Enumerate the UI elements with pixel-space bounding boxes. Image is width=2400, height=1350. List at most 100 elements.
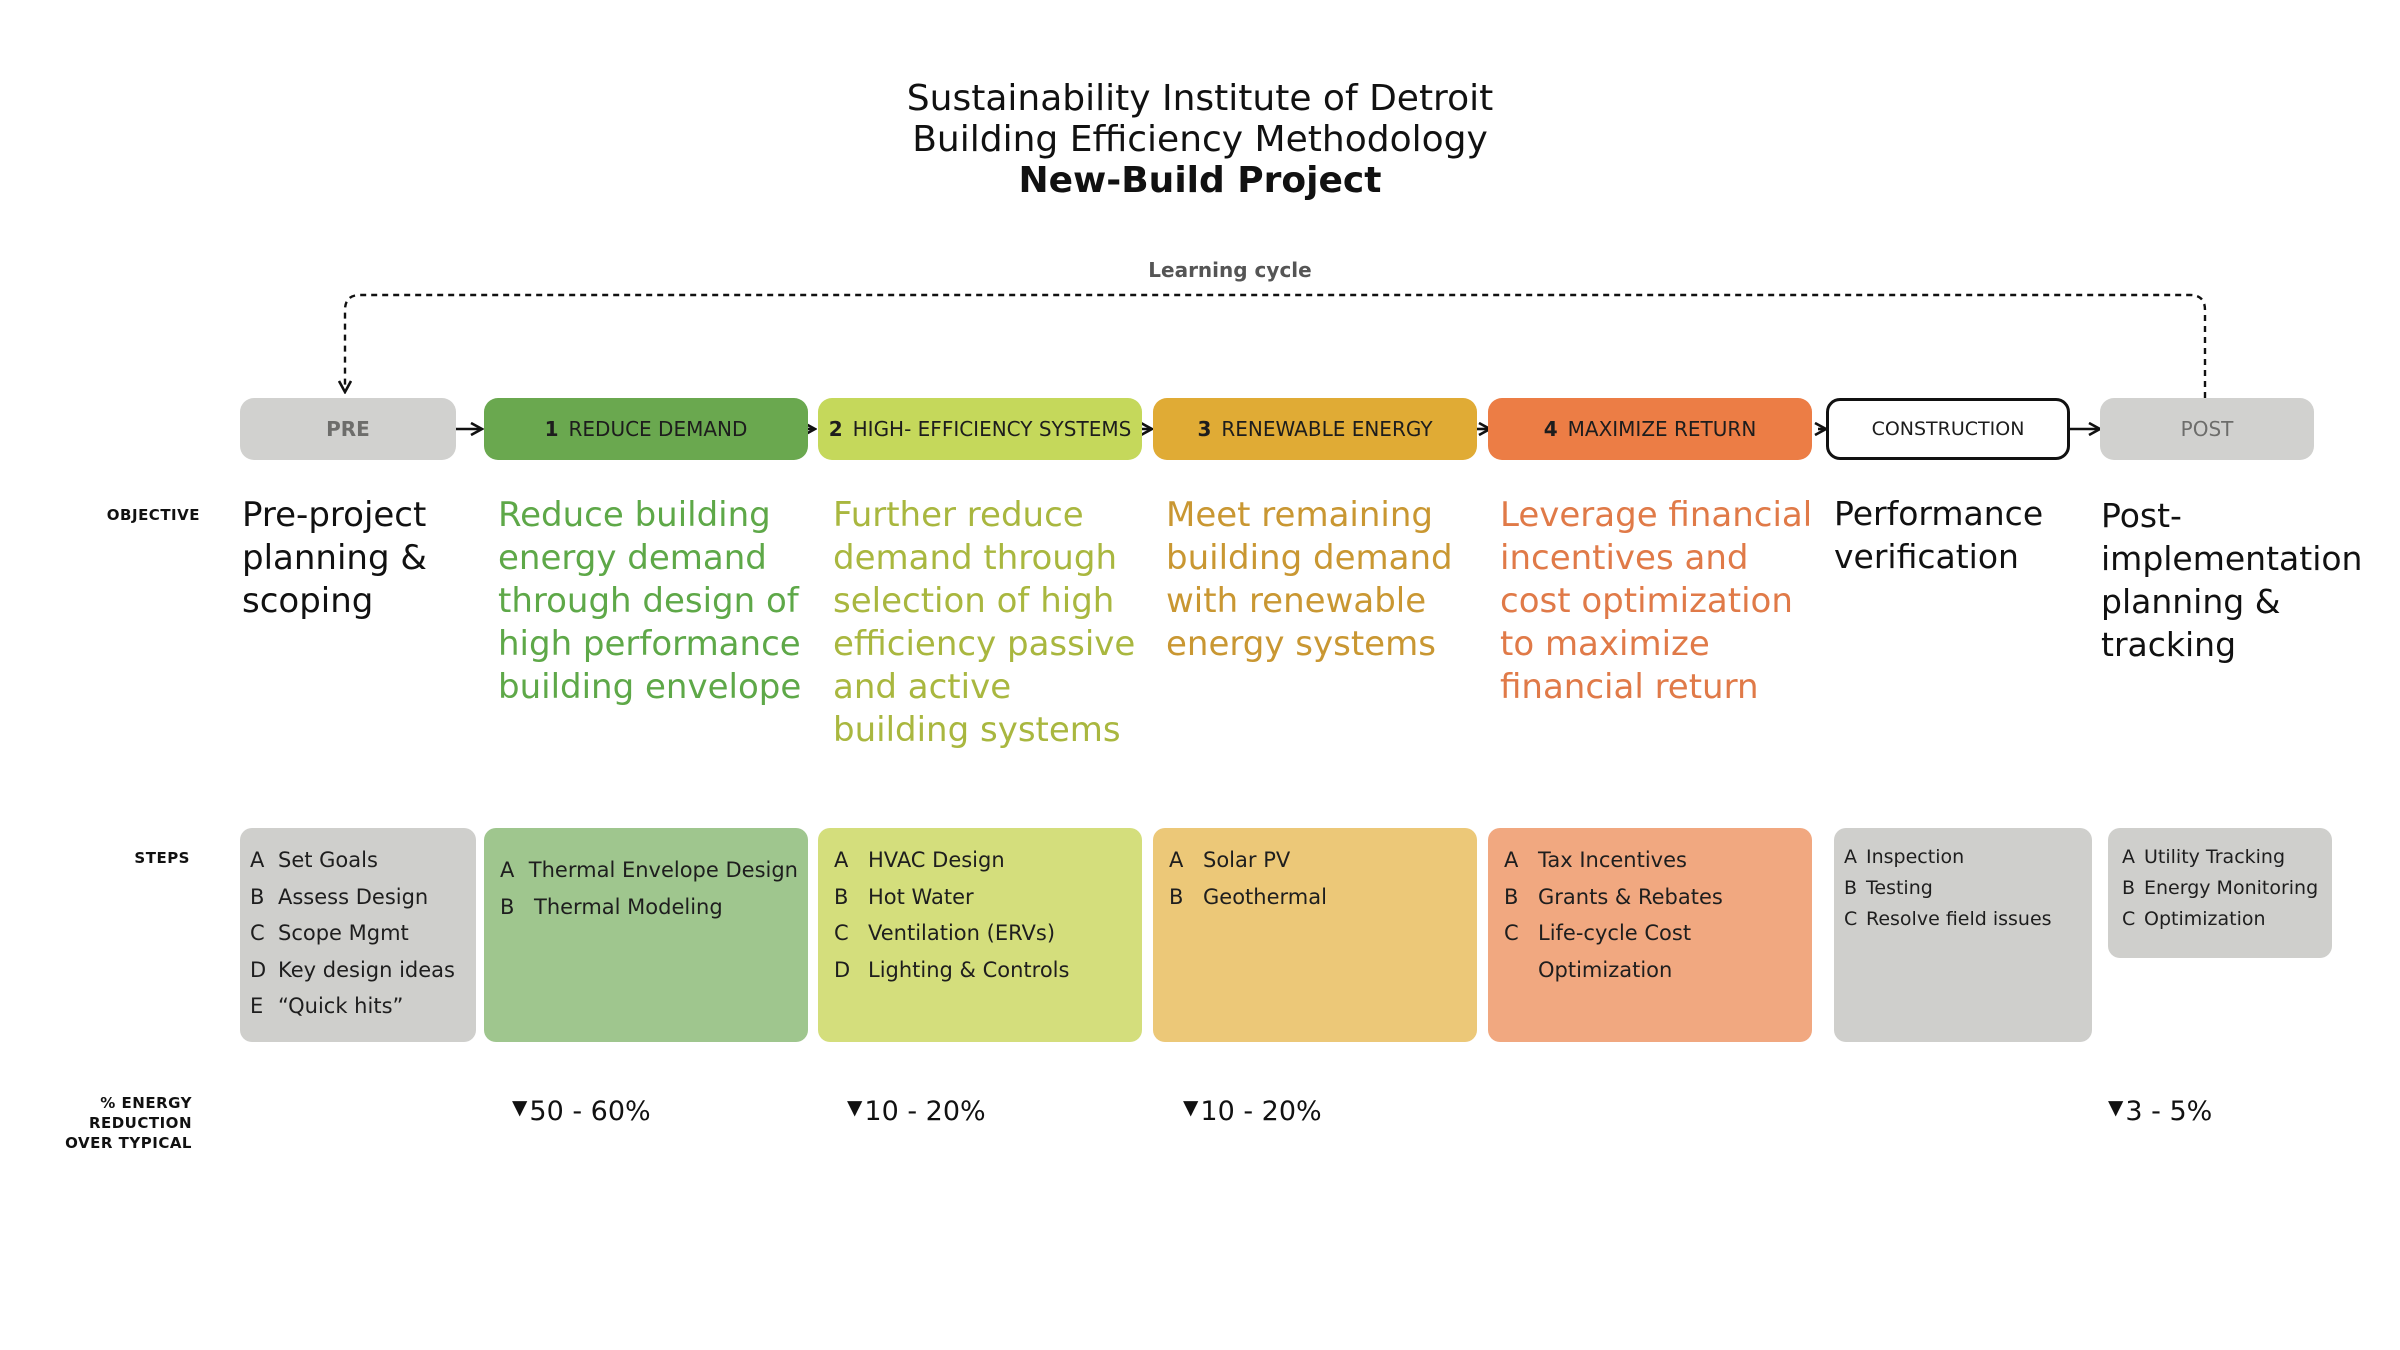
phase-high-efficiency-systems-label: HIGH- EFFICIENCY SYSTEMS	[852, 417, 1132, 441]
step-text: HVAC Design	[868, 848, 1005, 872]
step-letter: C	[834, 921, 849, 945]
steps-reduce-demand: A Thermal Envelope Design B Thermal Modeli…	[484, 828, 808, 1042]
step-text: “Quick hits”	[278, 994, 404, 1018]
objective-high-efficiency-systems: Further reduce demand through selection …	[833, 494, 1135, 752]
phase-number: 3	[1197, 417, 1212, 441]
objective-line: and active	[833, 667, 1012, 707]
objective-line: energy systems	[1166, 624, 1436, 664]
objective-line: through design of	[498, 581, 799, 621]
phase-post: POST	[2100, 398, 2314, 460]
step-text: Lighting & Controls	[868, 957, 1070, 982]
row-label-objective: OBJECTIVE	[106, 506, 200, 524]
step-letter: E	[250, 994, 264, 1018]
phase-renewable-energy-label: RENEWABLE ENERGY	[1221, 417, 1433, 441]
objective-maximize-return: Leverage financial incentives and cost o…	[1500, 494, 1812, 709]
objective-line: Further reduce	[833, 495, 1084, 535]
step-letter: B	[1169, 884, 1184, 909]
objective-line: energy demand	[498, 538, 767, 578]
step-item: E “Quick hits”	[250, 988, 466, 1025]
step-item: A HVAC Design	[834, 842, 1132, 879]
steps-construction: A Inspection B Testing C Resolve field issu…	[1834, 828, 2092, 1042]
step-text: Optimization	[1538, 957, 1673, 982]
step-item: B Thermal Modeling	[500, 889, 798, 926]
step-item: A Set Goals	[250, 842, 466, 879]
step-item: Optimization	[1504, 952, 1802, 989]
reduction-value: 10 - 20%	[864, 1096, 986, 1127]
learning-cycle-label: Learning cycle	[1148, 258, 1312, 282]
step-letter: B	[500, 894, 515, 919]
down-triangle-icon: ▼	[1183, 1095, 1199, 1119]
step-text: Inspection	[1866, 846, 1965, 868]
title-line-2: Building Efficiency Methodology	[912, 119, 1488, 160]
step-item: B Hot Water	[834, 879, 1132, 916]
objective-line: building systems	[833, 710, 1121, 750]
objective-line: planning &	[242, 538, 427, 578]
objective-line: Meet remaining	[1166, 495, 1433, 535]
reduction-reduce-demand: ▼50 - 60%	[512, 1095, 651, 1127]
step-text: Ventilation (ERVs)	[868, 921, 1056, 945]
step-letter: B	[1844, 877, 1858, 899]
step-letter: D	[834, 957, 851, 982]
objective-line: demand through	[833, 538, 1117, 578]
step-item: A Utility Tracking	[2122, 842, 2322, 873]
objective-line: building demand	[1166, 538, 1453, 578]
step-item: C Life-cycle Cost	[1504, 915, 1802, 952]
step-letter: C	[1844, 908, 1858, 930]
phase-construction: CONSTRUCTION	[1826, 398, 2070, 460]
step-letter: B	[2122, 877, 2136, 899]
steps-renewable-energy: A Solar PV B Geothermal	[1153, 828, 1477, 1042]
step-letter: B	[834, 884, 849, 909]
objective-line: cost optimization	[1500, 581, 1793, 621]
objective-line: Post-	[2101, 496, 2182, 535]
phase-post-label: POST	[2180, 417, 2234, 441]
reduction-renewable-energy: ▼10 - 20%	[1183, 1095, 1322, 1127]
step-letter: A	[1169, 848, 1184, 872]
objective-line: Performance	[1834, 494, 2044, 533]
step-item: A Solar PV	[1169, 842, 1467, 879]
reduction-value: 3 - 5%	[2125, 1096, 2213, 1127]
title-line-1: Sustainability Institute of Detroit	[906, 78, 1494, 119]
step-item: D Lighting & Controls	[834, 952, 1132, 989]
step-text: Thermal Envelope Design	[528, 858, 798, 882]
steps-post: A Utility Tracking B Energy Monitoring C Op…	[2108, 828, 2332, 958]
phase-number: 2	[828, 417, 843, 441]
objective-line: implementation	[2101, 539, 2363, 578]
steps-maximize-return: A Tax Incentives B Grants & Rebates C Life-…	[1488, 828, 1812, 1042]
step-text: Set Goals	[278, 848, 378, 872]
phase-pre-label: PRE	[326, 417, 370, 441]
objective-post: Post- implementation planning & tracking	[2101, 494, 2362, 666]
step-text: Geothermal	[1203, 884, 1327, 909]
step-text: Life-cycle Cost	[1538, 921, 1692, 945]
step-letter: D	[250, 957, 267, 982]
phase-renewable-energy: 3 RENEWABLE ENERGY	[1153, 398, 1477, 460]
step-text: Grants & Rebates	[1538, 884, 1723, 909]
step-item: A Tax Incentives	[1504, 842, 1802, 879]
objective-line: Pre-project	[242, 495, 427, 535]
reduction-value: 10 - 20%	[1200, 1096, 1322, 1127]
step-item: B Testing	[1844, 873, 2082, 904]
step-text: Testing	[1866, 877, 1933, 899]
step-letter: C	[250, 921, 265, 945]
step-text: Energy Monitoring	[2144, 877, 2319, 899]
step-item: C Scope Mgmt	[250, 915, 466, 952]
objective-line: with renewable	[1166, 581, 1427, 621]
objective-line: planning &	[2101, 582, 2281, 621]
row-label-steps: STEPS	[134, 849, 190, 867]
step-letter: A	[250, 848, 265, 872]
step-text: Optimization	[2144, 908, 2266, 930]
step-item: C Resolve field issues	[1844, 904, 2082, 935]
row-label-energy-line-3: OVER TYPICAL	[65, 1134, 192, 1152]
objective-construction: Performance verification	[1834, 492, 2043, 578]
step-letter	[1504, 952, 1538, 989]
objective-line: Reduce building	[498, 495, 771, 535]
step-text: Key design ideas	[278, 957, 455, 982]
objective-line: selection of high	[833, 581, 1115, 621]
down-triangle-icon: ▼	[847, 1095, 863, 1119]
phase-pre: PRE	[240, 398, 456, 460]
step-item: C Optimization	[2122, 904, 2322, 935]
step-letter: A	[2122, 846, 2135, 868]
phase-maximize-return: 4 MAXIMIZE RETURN	[1488, 398, 1812, 460]
step-letter: C	[2122, 908, 2136, 930]
step-item: A Inspection	[1844, 842, 2082, 873]
